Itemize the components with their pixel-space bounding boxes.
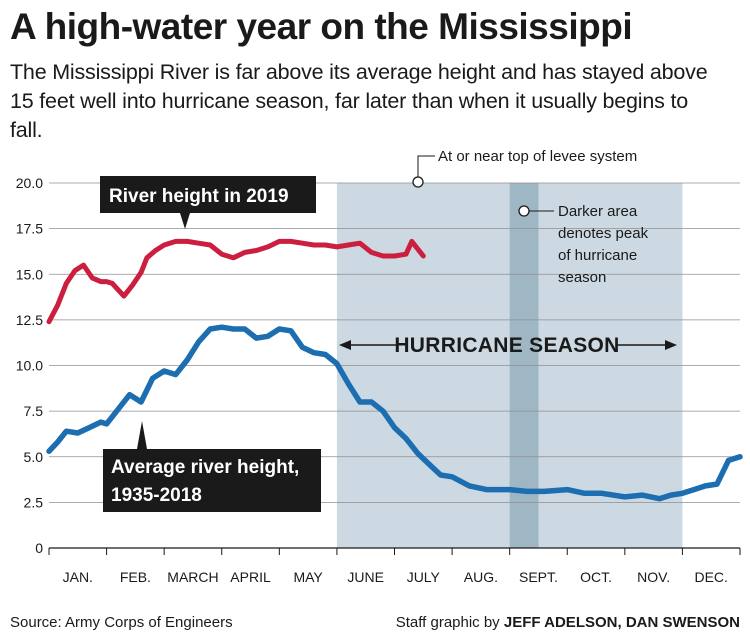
- levee-annotation: At or near top of levee system: [412, 148, 637, 188]
- y-tick-label: 15.0: [16, 266, 43, 282]
- page-subtitle: The Mississippi River is far above its a…: [10, 60, 708, 142]
- credit-prefix: Staff graphic by: [395, 614, 504, 631]
- x-tick-label: JAN.: [63, 569, 93, 585]
- arrow-left-icon: [339, 340, 351, 350]
- y-tick-label: 10.0: [16, 358, 43, 374]
- source-note: Source: Army Corps of Engineers: [10, 614, 233, 631]
- page-title: A high-water year on the Mississippi: [10, 6, 633, 47]
- y-tick-label: 2.5: [24, 494, 44, 510]
- x-tick-label: NOV.: [637, 569, 670, 585]
- x-tick-label: DEC.: [694, 569, 727, 585]
- credit-names: JEFF ADELSON, DAN SWENSON: [503, 614, 740, 631]
- peak-label-line4: season: [558, 269, 606, 286]
- x-tick-label: AUG.: [464, 569, 498, 585]
- x-tick-label: MAY: [293, 569, 323, 585]
- y-tick-labels: 0 2.5 5.0 7.5 10.0 12.5 15.0 17.5 20.0: [16, 175, 43, 556]
- arrow-right-icon: [665, 340, 677, 350]
- label-river-height-2019: River height in 2019: [100, 176, 316, 229]
- pointer-icon: [180, 213, 190, 229]
- x-tick-label: FEB.: [120, 569, 151, 585]
- peak-label-line1: Darker area: [558, 203, 638, 220]
- y-tick-label: 0: [35, 540, 43, 556]
- y-tick-label: 5.0: [24, 449, 44, 465]
- peak-label-line2: denotes peak: [558, 225, 649, 242]
- x-tick-label: JUNE: [347, 569, 384, 585]
- x-tick-labels: JAN. FEB. MARCH APRIL MAY JUNE JULY AUG. SEPT. OC…: [63, 569, 728, 585]
- label-avg-text-line2: 1935-2018: [111, 485, 202, 506]
- x-tick-label: MARCH: [167, 569, 218, 585]
- label-average-river-height: Average river height, 1935-2018: [103, 421, 321, 512]
- peak-marker-icon: [518, 205, 530, 217]
- x-tick-label: OCT.: [580, 569, 612, 585]
- peak-label-line3: of hurricane: [558, 247, 637, 264]
- levee-marker-icon: [412, 176, 424, 188]
- label-avg-text-line1: Average river height,: [111, 457, 299, 478]
- y-tick-label: 12.5: [16, 312, 43, 328]
- credit-line: Staff graphic by JEFF ADELSON, DAN SWENS…: [396, 614, 740, 631]
- x-tick-label: JULY: [407, 569, 441, 585]
- x-tick-label: APRIL: [230, 569, 271, 585]
- y-tick-label: 7.5: [24, 403, 44, 419]
- pointer-icon: [137, 421, 147, 449]
- label-2019-text: River height in 2019: [109, 186, 289, 207]
- series-river-height-2019: [46, 238, 426, 325]
- y-tick-label: 17.5: [16, 221, 43, 237]
- hurricane-season-arrow: HURRICANE SEASON: [339, 334, 677, 357]
- x-tick-label: SEPT.: [519, 569, 558, 585]
- peak-annotation: Darker area denotes peak of hurricane se…: [518, 203, 649, 286]
- hurricane-season-label: HURRICANE SEASON: [394, 334, 619, 357]
- series-average-river-height: [46, 324, 743, 502]
- levee-label: At or near top of levee system: [438, 148, 637, 165]
- x-tick-marks: [48, 548, 741, 555]
- y-tick-label: 20.0: [16, 175, 43, 191]
